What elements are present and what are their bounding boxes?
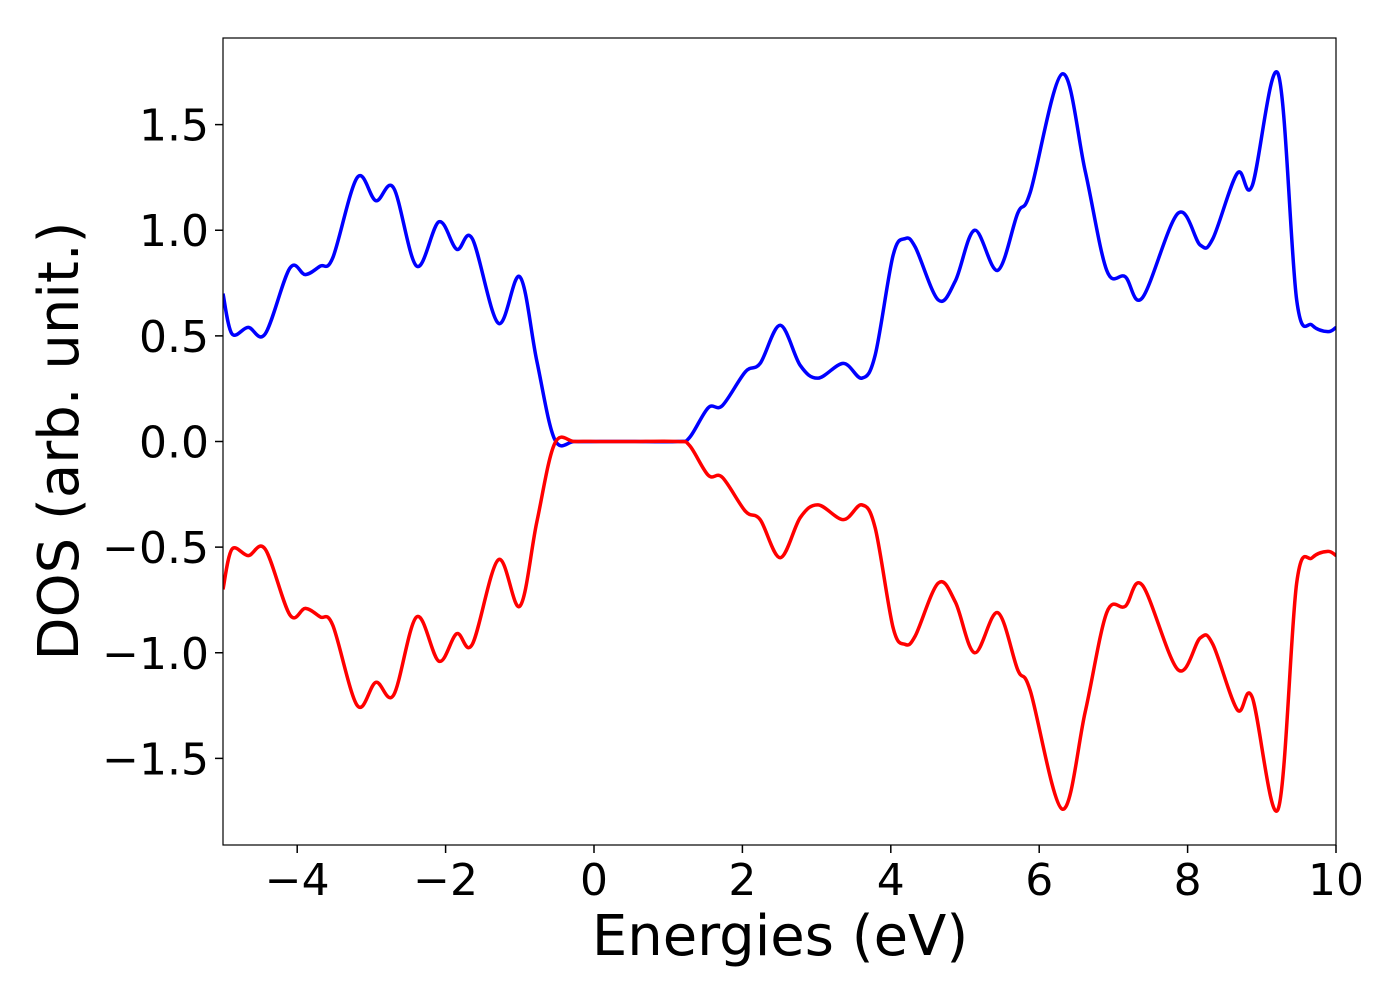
x-tick-label: 0 <box>580 855 608 906</box>
y-tick-label: 1.5 <box>139 101 209 152</box>
plot-frame <box>222 37 1337 846</box>
x-tick-label: 2 <box>728 855 756 906</box>
y-tick-label: −0.5 <box>102 523 209 574</box>
x-tick-label: 8 <box>1174 855 1202 906</box>
y-tick-label: 0.0 <box>139 418 209 469</box>
y-axis-label: DOS (arb. unit.) <box>27 221 92 660</box>
x-tick-label: −4 <box>265 855 330 906</box>
x-tick-label: −2 <box>413 855 478 906</box>
x-tick-label: 6 <box>1025 855 1053 906</box>
y-tick-label: 1.0 <box>139 206 209 257</box>
x-tick-label: 10 <box>1308 855 1364 906</box>
series-line <box>223 70 1336 448</box>
series-line <box>223 435 1336 813</box>
y-tick-label: 0.5 <box>139 312 209 363</box>
x-axis-label: Energies (eV) <box>592 904 968 969</box>
x-tick-label: 4 <box>877 855 905 906</box>
y-tick-label: −1.0 <box>102 629 209 680</box>
y-tick-label: −1.5 <box>102 734 209 785</box>
